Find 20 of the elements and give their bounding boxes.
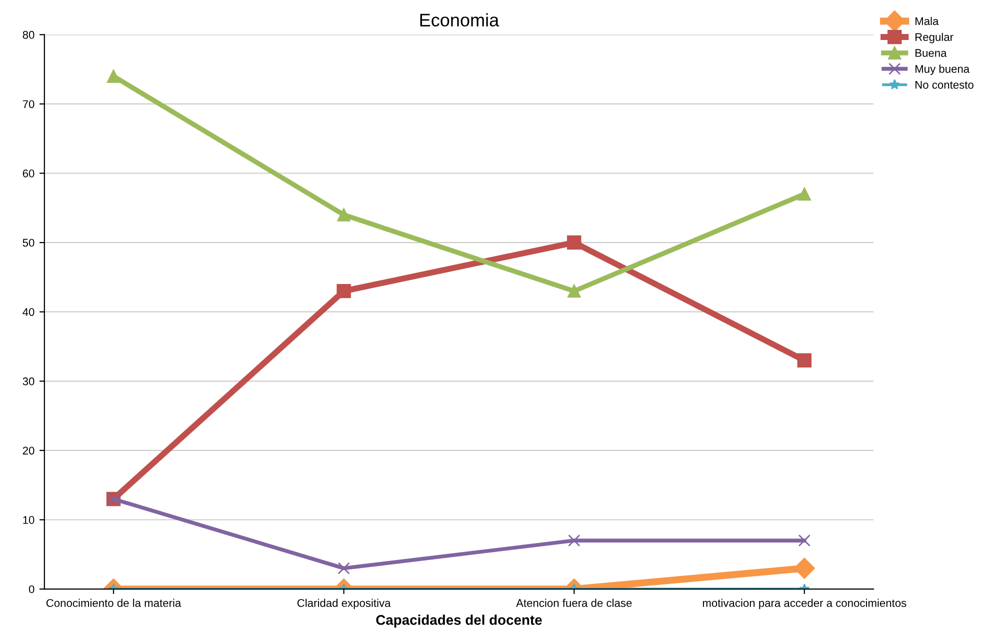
y-tick-label: 60 — [22, 170, 34, 178]
y-tick-label: 20 — [22, 446, 34, 455]
x-tick-label: Claridad expositiva — [297, 598, 391, 610]
legend-label: Regular — [916, 32, 954, 44]
legend-label: Buena — [916, 49, 947, 57]
legend-label: Muy buena — [916, 64, 970, 76]
y-tick-label: 40 — [22, 308, 34, 316]
x-axis-title: Capacidades del docente — [376, 614, 542, 628]
y-tick-label: 0 — [28, 585, 34, 594]
y-tick-label: 50 — [22, 238, 34, 247]
legend-label: No contesto — [916, 80, 974, 89]
x-tick-label: Atencion fuera de clase — [516, 598, 632, 607]
x-tick-label: motivacion para acceder a conocimientos — [702, 598, 906, 610]
x-tick-label: Conocimiento de la materia — [46, 598, 182, 607]
chart-title: Economia — [420, 13, 500, 26]
y-tick-label: 10 — [23, 516, 34, 524]
y-tick-label: 70 — [22, 100, 34, 108]
legend-label: Mala — [916, 16, 939, 26]
y-tick-label: 80 — [22, 30, 34, 39]
y-tick-label: 30 — [22, 377, 34, 386]
